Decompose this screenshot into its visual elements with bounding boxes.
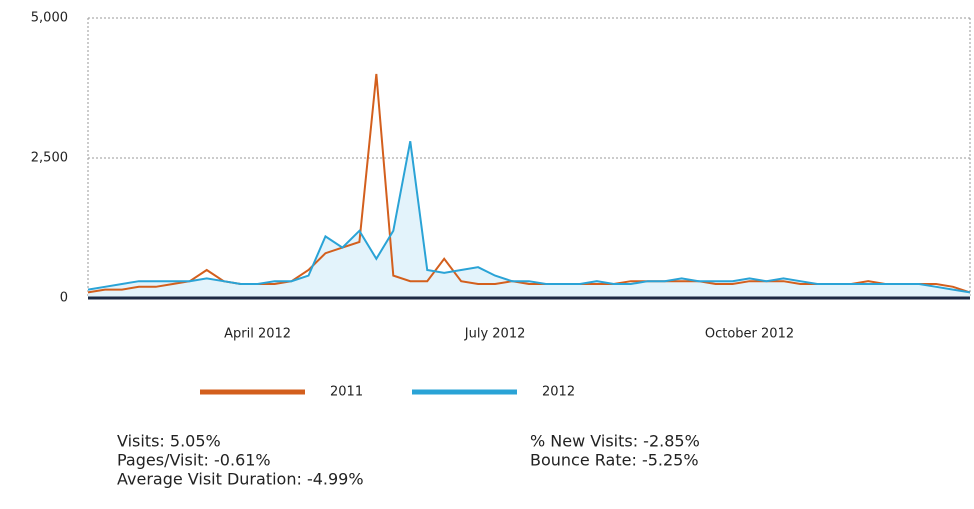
line-series bbox=[87, 73, 971, 294]
legend-label: 2011 bbox=[330, 385, 363, 400]
x-tick-label: April 2012 bbox=[224, 327, 291, 342]
x-tick-label: July 2012 bbox=[464, 327, 526, 342]
y-tick-label: 5,000 bbox=[31, 11, 68, 26]
legend-label: 2012 bbox=[542, 385, 575, 400]
x-tick-label: October 2012 bbox=[705, 327, 794, 342]
area bbox=[88, 141, 970, 298]
y-tick-label: 0 bbox=[60, 291, 68, 306]
y-tick-label: 2,500 bbox=[31, 151, 68, 166]
stat-text: Visits: 5.05% bbox=[117, 432, 221, 451]
line-series bbox=[87, 141, 971, 294]
stat-text: Bounce Rate: -5.25% bbox=[530, 451, 699, 470]
stat-text: Pages/Visit: -0.61% bbox=[117, 451, 271, 470]
stat-text: Average Visit Duration: -4.99% bbox=[117, 470, 364, 489]
stat-text: % New Visits: -2.85% bbox=[530, 432, 700, 451]
